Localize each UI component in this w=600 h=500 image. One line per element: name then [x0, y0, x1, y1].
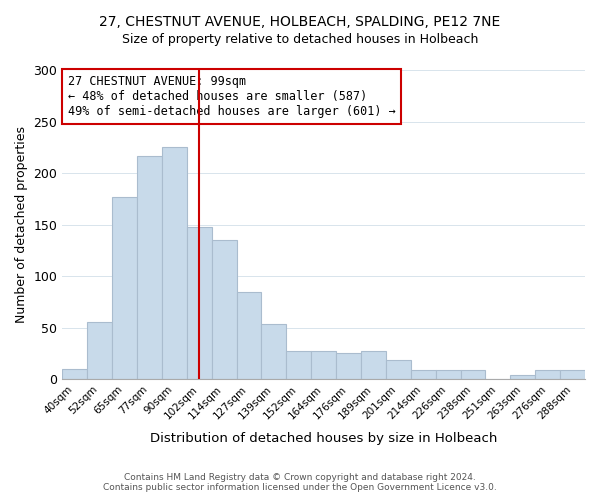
X-axis label: Distribution of detached houses by size in Holbeach: Distribution of detached houses by size …: [150, 432, 497, 445]
Bar: [336, 354, 361, 379]
Bar: [411, 370, 436, 379]
Bar: [212, 240, 236, 379]
Y-axis label: Number of detached properties: Number of detached properties: [15, 126, 28, 323]
Bar: [461, 370, 485, 379]
Bar: [112, 197, 137, 379]
Bar: [535, 370, 560, 379]
Bar: [137, 156, 162, 379]
Text: Size of property relative to detached houses in Holbeach: Size of property relative to detached ho…: [122, 32, 478, 46]
Text: 27 CHESTNUT AVENUE: 99sqm
← 48% of detached houses are smaller (587)
49% of semi: 27 CHESTNUT AVENUE: 99sqm ← 48% of detac…: [68, 74, 395, 118]
Bar: [436, 370, 461, 379]
Bar: [511, 375, 535, 379]
Bar: [87, 322, 112, 379]
Text: 27, CHESTNUT AVENUE, HOLBEACH, SPALDING, PE12 7NE: 27, CHESTNUT AVENUE, HOLBEACH, SPALDING,…: [100, 15, 500, 29]
Bar: [560, 370, 585, 379]
Bar: [361, 352, 386, 379]
Bar: [187, 226, 212, 379]
Bar: [62, 369, 87, 379]
Bar: [236, 292, 262, 379]
Bar: [286, 352, 311, 379]
Text: Contains HM Land Registry data © Crown copyright and database right 2024.
Contai: Contains HM Land Registry data © Crown c…: [103, 473, 497, 492]
Bar: [262, 324, 286, 379]
Bar: [311, 352, 336, 379]
Bar: [386, 360, 411, 379]
Bar: [162, 148, 187, 379]
